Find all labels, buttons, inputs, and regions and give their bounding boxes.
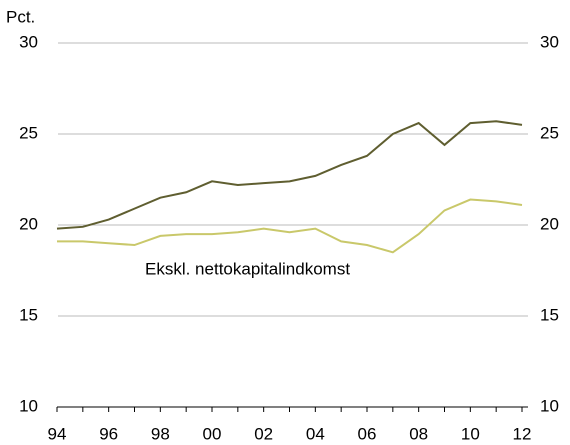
y-tick-label: 25 <box>19 123 38 142</box>
y-tick-label: 15 <box>19 305 38 324</box>
x-tick-label: 06 <box>358 424 377 443</box>
y-tick-label: 20 <box>19 214 38 233</box>
x-tick-label: 08 <box>409 424 428 443</box>
x-tick-label: 04 <box>306 424 325 443</box>
y-axis-label: Pct. <box>6 7 35 26</box>
x-tick-label: 98 <box>151 424 170 443</box>
x-tick-label: 12 <box>513 424 532 443</box>
y-tick-label: 30 <box>19 32 38 51</box>
series-label: Ekskl. nettokapitalindkomst <box>145 259 350 278</box>
x-tick-label: 94 <box>48 424 67 443</box>
x-tick-label: 10 <box>461 424 480 443</box>
y2-tick-label: 25 <box>540 123 559 142</box>
x-tick-label: 96 <box>99 424 118 443</box>
y2-tick-label: 10 <box>540 396 559 415</box>
y-tick-label: 10 <box>19 396 38 415</box>
series-line <box>57 198 523 254</box>
y2-tick-label: 20 <box>540 214 559 233</box>
x-tick-label: 02 <box>254 424 273 443</box>
y2-tick-label: 15 <box>540 305 559 324</box>
x-tick-label: 00 <box>203 424 222 443</box>
series-line <box>56 120 523 230</box>
y2-tick-label: 30 <box>540 32 559 51</box>
